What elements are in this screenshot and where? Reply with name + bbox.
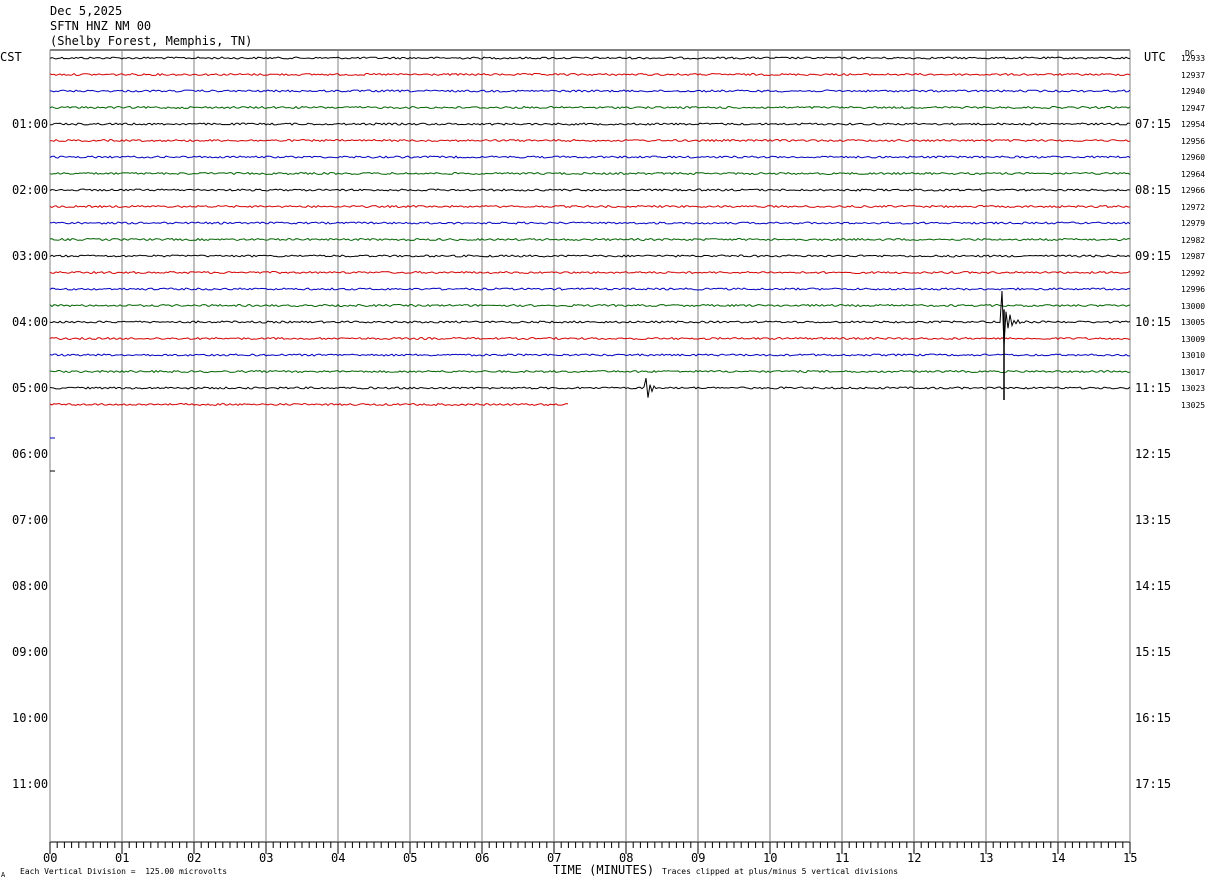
x-tick-label: 06 <box>475 851 490 865</box>
dc-offset-value: 12982 <box>1181 235 1206 245</box>
dc-offset-value: 13025 <box>1181 400 1206 410</box>
dc-label: DC <box>1185 49 1195 58</box>
dc-offset-value: 12940 <box>1181 87 1206 96</box>
seismic-trace <box>49 204 1130 209</box>
utc-hour-label: 11:15 <box>1135 381 1172 395</box>
dc-offset-value: 13009 <box>1181 334 1206 344</box>
seismic-trace <box>49 402 569 407</box>
x-tick-label: 13 <box>979 851 994 865</box>
seismic-trace <box>49 56 1131 60</box>
dc-offset-value: 13010 <box>1181 351 1206 360</box>
seismic-trace <box>49 171 1131 176</box>
utc-hour-label: 17:15 <box>1135 777 1172 791</box>
x-tick-label: 07 <box>547 851 562 865</box>
dc-offset-value: 12964 <box>1181 169 1206 179</box>
x-axis-title: TIME (MINUTES) <box>553 863 655 877</box>
dc-offset-value: 12937 <box>1181 70 1206 80</box>
x-tick-label: 15 <box>1123 851 1138 865</box>
seismic-trace <box>49 377 1131 398</box>
dc-offset-value: 12992 <box>1181 268 1206 278</box>
seismic-trace <box>49 270 1131 275</box>
x-tick-label: 08 <box>619 851 634 865</box>
dc-offset-value: 12960 <box>1181 153 1206 162</box>
x-tick-label: 14 <box>1051 851 1066 865</box>
scale-note: Each Vertical Division = 125.00 microvol… <box>20 867 228 876</box>
seismic-trace <box>49 155 1131 159</box>
dc-offset-value: 12966 <box>1181 186 1206 195</box>
seismic-trace <box>49 287 1131 291</box>
utc-hour-label: 13:15 <box>1135 513 1172 527</box>
dc-offset-value: 12996 <box>1181 285 1206 294</box>
right-timezone-label: UTC <box>1144 50 1166 64</box>
utc-hour-label: 08:15 <box>1135 183 1172 197</box>
seismic-trace <box>49 89 1131 93</box>
x-tick-label: 00 <box>43 851 58 865</box>
dc-offset-value: 12947 <box>1181 103 1206 113</box>
utc-hour-label: 15:15 <box>1135 645 1172 659</box>
dc-offset-value: 12987 <box>1181 252 1206 261</box>
x-tick-label: 11 <box>835 851 850 865</box>
utc-hour-label: 12:15 <box>1135 447 1172 461</box>
seismic-trace <box>49 122 1131 126</box>
cst-hour-label: 06:00 <box>12 447 49 461</box>
station-code: SFTN HNZ NM 00 <box>50 19 152 33</box>
seismic-trace <box>49 105 1131 110</box>
utc-hour-label: 16:15 <box>1135 711 1172 725</box>
seismic-trace <box>49 138 1131 143</box>
clipping-note: Traces clipped at plus/minus 5 vertical … <box>662 867 899 876</box>
cst-hour-label: 10:00 <box>12 711 49 725</box>
dc-offset-value: 12972 <box>1181 202 1206 212</box>
dc-offset-value: 12933 <box>1181 54 1206 63</box>
utc-hour-label: 10:15 <box>1135 315 1172 329</box>
cst-hour-label: 05:00 <box>12 381 49 395</box>
cst-hour-label: 03:00 <box>12 249 49 263</box>
dc-offset-value: 13000 <box>1181 301 1206 311</box>
utc-hour-label: 14:15 <box>1135 579 1172 593</box>
x-tick-label: 01 <box>115 851 130 865</box>
x-tick-label: 10 <box>763 851 778 865</box>
x-tick-label: 02 <box>187 851 202 865</box>
cst-hour-label: 07:00 <box>12 513 49 527</box>
seismic-trace <box>49 369 1131 374</box>
seismic-trace <box>49 290 1131 346</box>
seismic-trace <box>49 188 1131 192</box>
dc-offset-value: 12979 <box>1181 219 1206 228</box>
cst-hour-label: 01:00 <box>12 117 49 131</box>
x-tick-label: 05 <box>403 851 418 865</box>
cst-hour-label: 09:00 <box>12 645 49 659</box>
cst-hour-label: 08:00 <box>12 579 49 593</box>
x-tick-label: 03 <box>259 851 274 865</box>
seismic-trace <box>49 237 1131 242</box>
seismic-trace <box>49 303 1131 308</box>
seismic-trace <box>49 221 1131 225</box>
dc-offset-value: 13023 <box>1181 384 1206 393</box>
x-tick-label: 04 <box>331 851 346 865</box>
dc-offset-value: 13017 <box>1181 367 1206 377</box>
record-date: Dec 5,2025 <box>50 4 123 18</box>
utc-hour-label: 07:15 <box>1135 117 1172 131</box>
cst-hour-label: 04:00 <box>12 315 49 329</box>
dc-offset-value: 12954 <box>1181 120 1206 129</box>
seismic-trace <box>49 353 1130 357</box>
dc-offset-value: 12956 <box>1181 136 1206 146</box>
left-timezone-label: CST <box>0 50 22 64</box>
station-location: (Shelby Forest, Memphis, TN) <box>50 34 253 48</box>
corner-mark: A <box>1 871 6 879</box>
seismic-trace <box>49 72 1131 77</box>
x-tick-label: 09 <box>691 851 706 865</box>
dc-offset-value: 13005 <box>1181 318 1206 327</box>
seismic-trace <box>49 336 1131 341</box>
utc-hour-label: 09:15 <box>1135 249 1172 263</box>
seismic-trace <box>49 254 1131 258</box>
cst-hour-label: 02:00 <box>12 183 49 197</box>
cst-hour-label: 11:00 <box>12 777 49 791</box>
x-tick-label: 12 <box>907 851 922 865</box>
